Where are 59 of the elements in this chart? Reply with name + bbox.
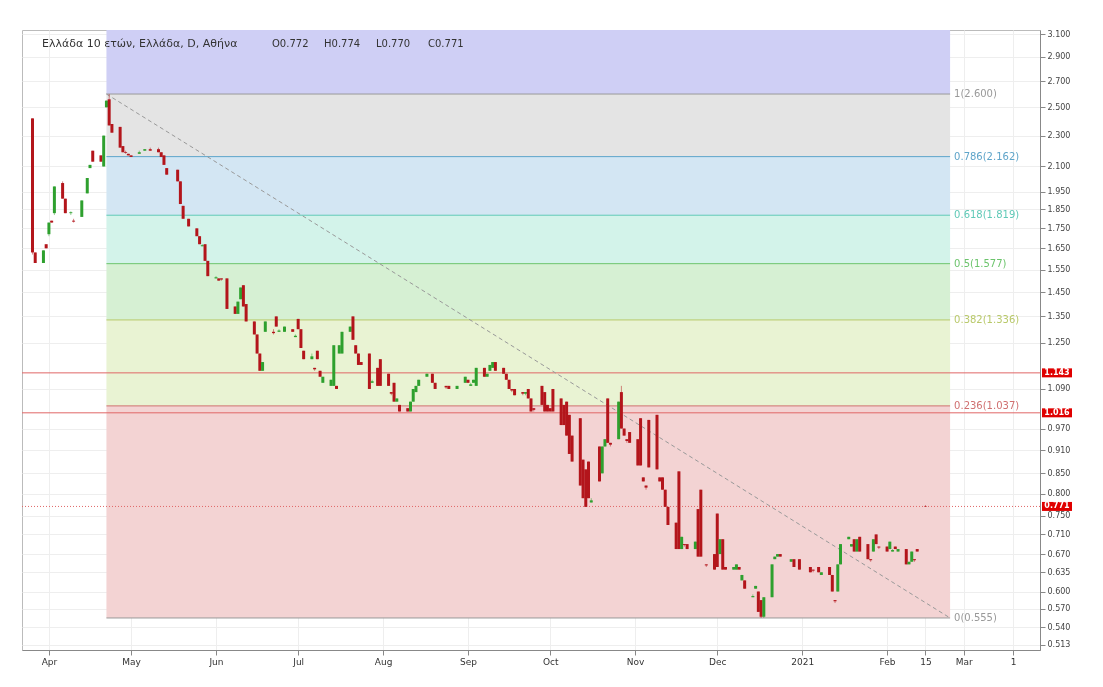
y-tick-label: 0.750 xyxy=(1047,511,1071,521)
y-tick-label: 2.500 xyxy=(1047,102,1071,112)
candlestick xyxy=(877,546,881,550)
y-tick-label: 0.635 xyxy=(1047,567,1071,577)
ref-line-label: 1.016 xyxy=(1044,407,1071,417)
x-tick-label: Aug xyxy=(374,656,393,667)
x-tick-label: Feb xyxy=(879,656,896,667)
y-tick-label: 0.800 xyxy=(1047,489,1071,499)
x-tick-label: May xyxy=(122,656,142,667)
x-tick-label: 15 xyxy=(920,656,932,667)
y-tick-label: 1.950 xyxy=(1047,187,1071,197)
y-tick-label: 1.550 xyxy=(1047,265,1071,275)
ref-line-label: 0.786(2.162) xyxy=(954,150,1020,162)
annotation: L0.770 xyxy=(376,38,411,49)
ref-line-label: 0.5(1.577) xyxy=(954,257,1007,269)
x-tick-label: Apr xyxy=(41,656,58,667)
y-tick-label: 2.900 xyxy=(1047,52,1071,62)
x-tick-label: Jul xyxy=(292,656,305,667)
x-tick-label: Jun xyxy=(208,656,224,667)
x-tick-label: Nov xyxy=(626,656,646,667)
x-tick-label: Oct xyxy=(542,656,559,667)
y-tick-label: 2.700 xyxy=(1047,76,1071,86)
y-tick-label: 2.300 xyxy=(1047,131,1071,141)
ref-line-label: 0.771 xyxy=(1044,501,1071,511)
y-tick-label: 0.910 xyxy=(1047,445,1071,455)
text: Ελλάδα 10 ετών, Ελλάδα, D, Αθήνα xyxy=(42,37,238,50)
y-tick-label: 1.650 xyxy=(1047,243,1071,253)
x-tick-label: Sep xyxy=(460,656,478,667)
y-tick-label: 1.850 xyxy=(1047,204,1071,214)
y-tick-label: 1.450 xyxy=(1047,287,1071,297)
ref-line-label: 0.382(1.336) xyxy=(954,313,1020,325)
ref-line-label: 0(0.555) xyxy=(954,611,997,623)
y-tick-label: 1.350 xyxy=(1047,311,1071,321)
ref-line-label: 0.618(1.819) xyxy=(954,209,1020,221)
annotation: H0.774 xyxy=(324,38,361,49)
candlestick xyxy=(644,485,648,491)
y-tick-label: 0.970 xyxy=(1047,424,1071,434)
ref-line-label: 0.236(1.037) xyxy=(954,399,1020,411)
x-tick-label: 2021 xyxy=(791,656,815,667)
y-tick-label: 0.670 xyxy=(1047,549,1071,559)
x-tick-label: Mar xyxy=(955,656,974,667)
ref-line-label: 1.143 xyxy=(1044,367,1070,377)
x-tick-label: Dec xyxy=(709,656,727,667)
annotation: C0.771 xyxy=(428,38,464,49)
y-tick-label: 1.090 xyxy=(1047,384,1071,394)
y-tick-label: 1.750 xyxy=(1047,223,1071,233)
candlestick xyxy=(214,275,218,279)
x-tick-label: 1 xyxy=(1010,656,1017,667)
y-tick-label: 1.250 xyxy=(1047,338,1071,347)
annotation: O0.772 xyxy=(272,38,309,49)
y-tick-label: 0.850 xyxy=(1047,468,1071,478)
y-tick-label: 0.540 xyxy=(1047,622,1071,632)
y-tick-label: 0.513 xyxy=(1047,640,1071,650)
y-tick-label: 0.600 xyxy=(1047,587,1071,597)
y-tick-label: 0.710 xyxy=(1047,529,1071,539)
y-tick-label: 2.100 xyxy=(1047,161,1071,171)
ref-line-label: 1(2.600) xyxy=(954,88,997,100)
y-tick-label: 3.100 xyxy=(1047,29,1071,39)
y-tick-label: 0.570 xyxy=(1047,604,1071,614)
